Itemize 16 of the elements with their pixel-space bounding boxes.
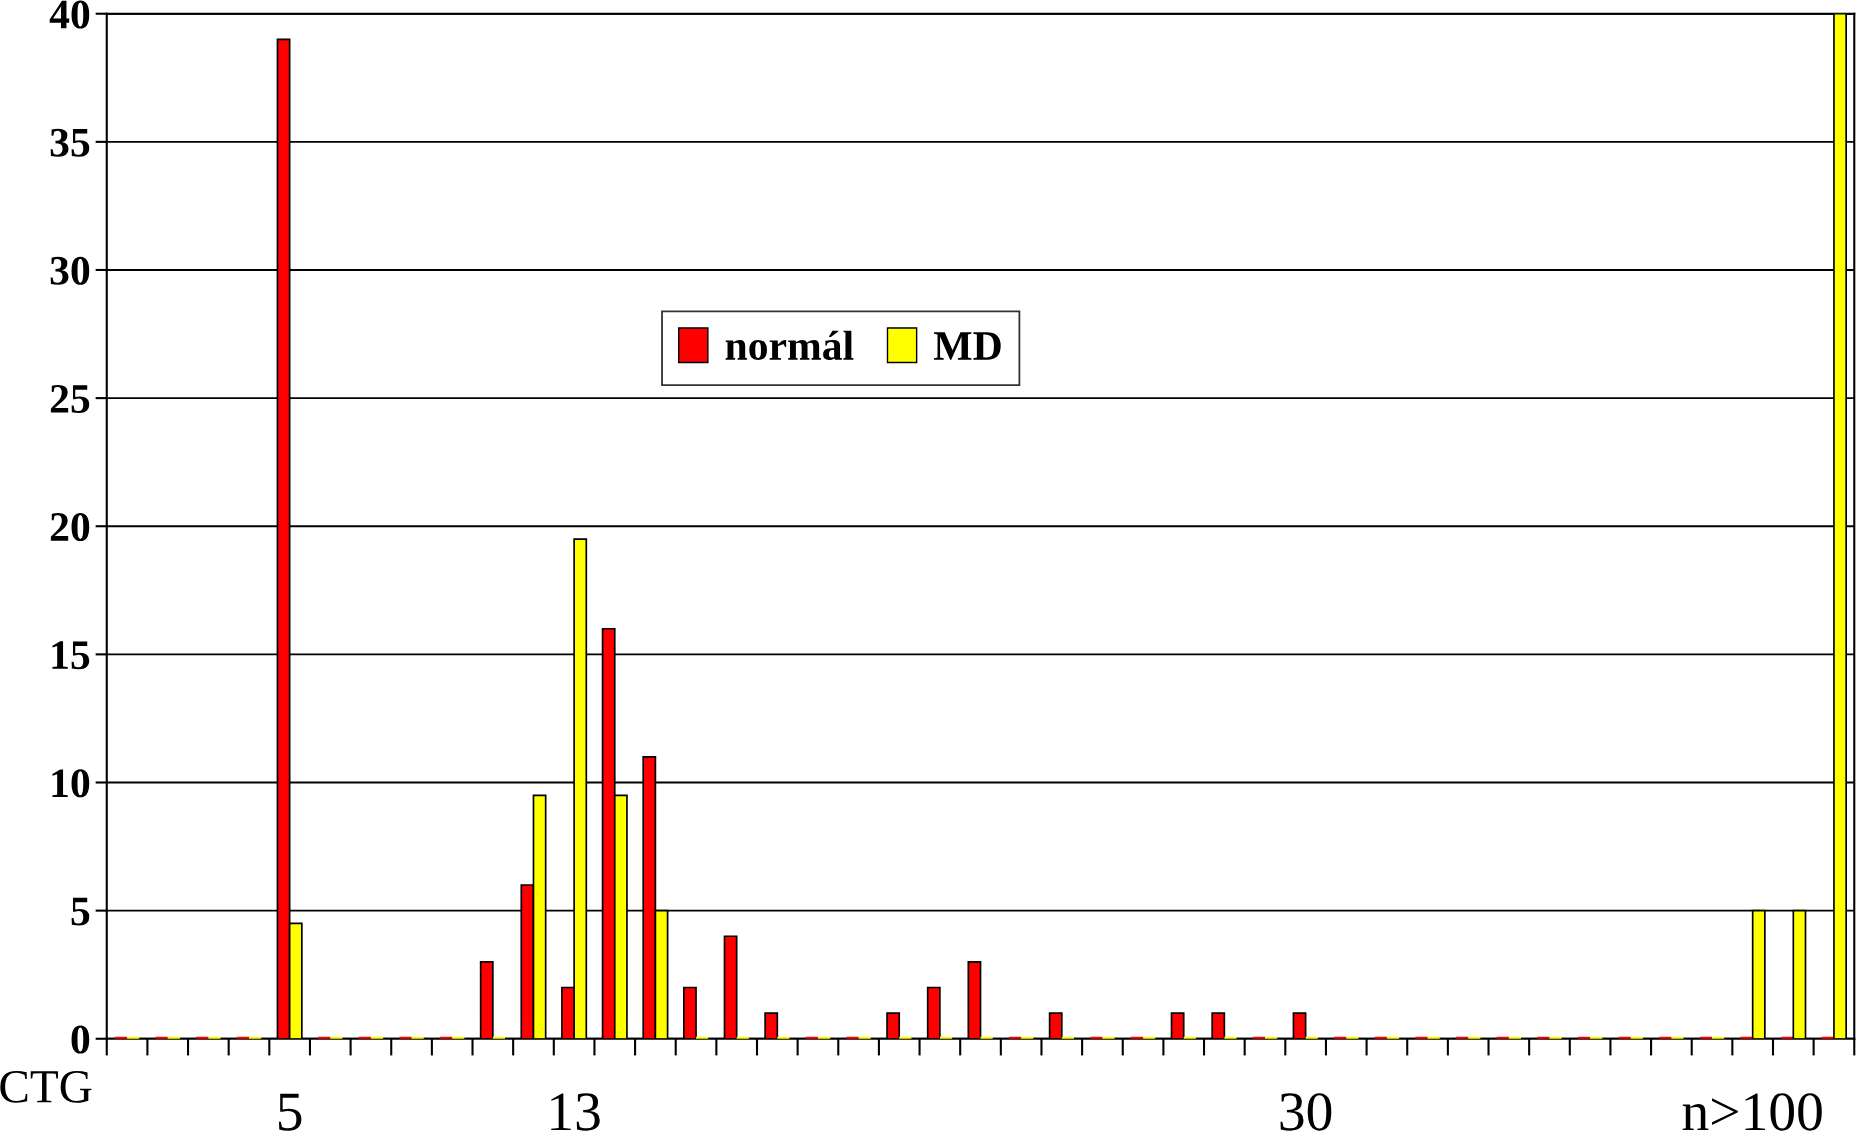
x-axis-title: CTG	[0, 1071, 92, 1103]
y-tick-label: 30	[50, 256, 90, 285]
x-tick-label: 13	[551, 1093, 600, 1131]
y-tick-label: 0	[71, 1025, 90, 1054]
x-tick-label: 30	[1280, 1093, 1332, 1131]
x-tick-label: n>100	[1682, 1093, 1822, 1131]
y-tick-label: 5	[71, 897, 90, 926]
y-tick-label: 20	[50, 512, 90, 542]
y-tick-label: 10	[52, 769, 90, 798]
x-tick-label: 5	[278, 1093, 302, 1131]
y-tick-label: 35	[50, 128, 90, 157]
y-tick-label: 25	[50, 384, 90, 413]
legend-label: normál	[725, 330, 854, 361]
y-tick-label: 40	[49, 0, 90, 29]
y-tick-label: 15	[52, 641, 90, 670]
legend-label: MD	[934, 332, 1001, 360]
